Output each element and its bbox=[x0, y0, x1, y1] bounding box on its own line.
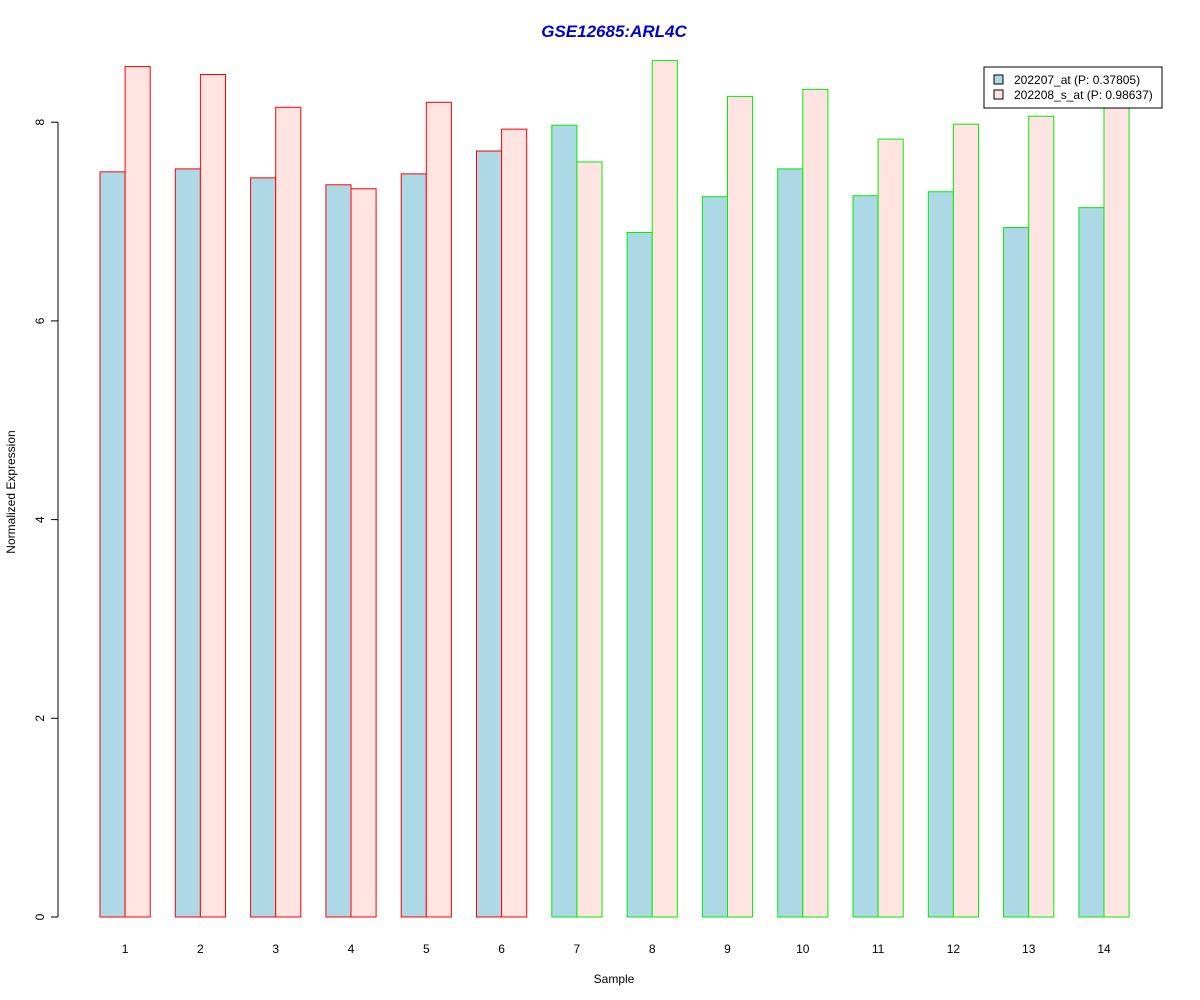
x-tick-labels: 1 2 3 4 5 6 7 8 9 10 11 12 13 14 bbox=[122, 942, 1111, 956]
legend-entry-label: 202207_at (P: 0.37805) bbox=[1014, 73, 1140, 87]
bar-series-2-sample-8 bbox=[651, 60, 678, 918]
x-tick-label: 12 bbox=[947, 942, 961, 956]
bar-series-1-sample-3 bbox=[250, 177, 277, 918]
x-tick-label: 4 bbox=[348, 942, 355, 956]
x-tick-label: 1 bbox=[122, 942, 129, 956]
y-tick-label: 4 bbox=[33, 516, 47, 523]
legend: 202207_at (P: 0.37805)202208_s_at (P: 0.… bbox=[983, 66, 1163, 109]
y-tick-label: 0 bbox=[33, 913, 47, 920]
bar-series-1-sample-14 bbox=[1078, 207, 1105, 918]
bar-series-1-sample-11 bbox=[852, 195, 879, 918]
bar-series-1-sample-13 bbox=[1003, 227, 1030, 918]
bar-series-group bbox=[99, 60, 1130, 918]
legend-entry-label: 202208_s_at (P: 0.98637) bbox=[1014, 88, 1153, 102]
y-axis-label: Normalized Expression bbox=[4, 430, 18, 553]
bar-series-2-sample-6 bbox=[501, 128, 528, 918]
bar-series-1-sample-12 bbox=[927, 191, 954, 918]
x-tick-label: 9 bbox=[724, 942, 731, 956]
bar-series-1-sample-8 bbox=[626, 231, 653, 918]
x-tick-label: 14 bbox=[1097, 942, 1111, 956]
legend-swatch bbox=[993, 89, 1004, 100]
x-tick-label: 11 bbox=[872, 942, 885, 956]
x-tick-label: 3 bbox=[272, 942, 279, 956]
bar-series-1-sample-4 bbox=[325, 184, 352, 918]
bar-series-2-sample-10 bbox=[802, 88, 829, 918]
bar-series-2-sample-9 bbox=[727, 95, 754, 918]
x-tick-label: 7 bbox=[574, 942, 581, 956]
x-tick-label: 6 bbox=[498, 942, 505, 956]
y-tick-label: 6 bbox=[33, 317, 47, 324]
x-tick-label: 2 bbox=[197, 942, 204, 956]
legend-box bbox=[983, 66, 1163, 109]
x-tick-label: 8 bbox=[649, 942, 656, 956]
bar-series-2-sample-3 bbox=[275, 106, 302, 918]
bar-series-1-sample-5 bbox=[400, 173, 427, 918]
bar-series-1-sample-6 bbox=[476, 150, 503, 918]
x-axis-label: Sample bbox=[594, 972, 635, 986]
chart-title: GSE12685:ARL4C bbox=[541, 22, 687, 41]
bar-series-1-sample-1 bbox=[99, 171, 126, 918]
bar-series-1-sample-2 bbox=[174, 168, 201, 918]
bar-series-1-sample-10 bbox=[777, 168, 804, 918]
bar-series-2-sample-12 bbox=[952, 123, 980, 918]
bar-series-2-sample-5 bbox=[425, 101, 452, 918]
legend-swatch bbox=[993, 74, 1004, 85]
bar-series-2-sample-13 bbox=[1028, 115, 1055, 918]
bar-series-2-sample-2 bbox=[199, 74, 226, 918]
x-tick-label: 10 bbox=[796, 942, 810, 956]
bar-series-2-sample-1 bbox=[124, 66, 151, 918]
y-axis: 0 2 4 6 8 bbox=[33, 119, 59, 920]
bar-series-1-sample-7 bbox=[551, 124, 578, 918]
bar-series-1-sample-9 bbox=[701, 196, 729, 918]
y-tick-label: 2 bbox=[33, 715, 47, 722]
x-tick-label: 5 bbox=[423, 942, 430, 956]
bar-series-2-sample-11 bbox=[877, 138, 904, 918]
bar-series-2-sample-14 bbox=[1103, 103, 1130, 918]
bar-series-2-sample-4 bbox=[350, 188, 377, 918]
y-tick-label: 8 bbox=[33, 119, 47, 126]
x-tick-label: 13 bbox=[1022, 942, 1036, 956]
bar-series-2-sample-7 bbox=[576, 161, 603, 918]
